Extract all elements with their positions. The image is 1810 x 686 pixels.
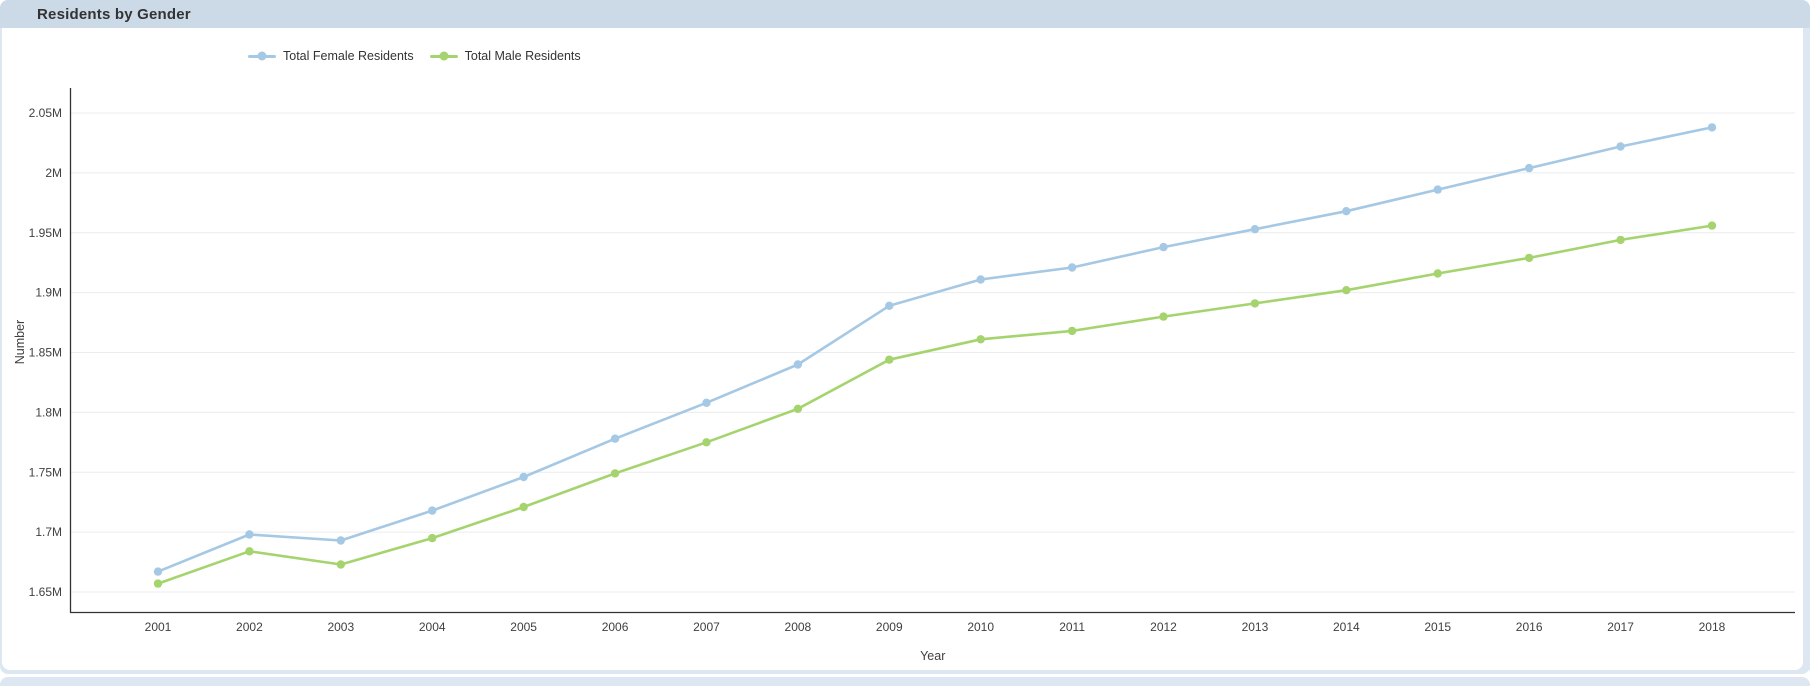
x-tick-label: 2003 (327, 620, 354, 634)
x-tick-label: 2004 (419, 620, 446, 634)
data-point[interactable] (1524, 163, 1534, 173)
legend-label-female: Total Female Residents (283, 49, 414, 63)
chart-legend: Total Female Residents Total Male Reside… (248, 43, 581, 69)
data-point[interactable] (428, 533, 437, 543)
legend-item-female[interactable]: Total Female Residents (248, 49, 414, 63)
data-point[interactable] (519, 502, 528, 512)
y-tick-label: 1.95M (29, 226, 62, 240)
data-point[interactable] (885, 355, 894, 364)
data-point[interactable] (1616, 235, 1625, 245)
x-tick-label: 2016 (1516, 620, 1543, 634)
data-point[interactable] (976, 275, 985, 284)
y-tick-label: 1.65M (29, 585, 62, 599)
x-tick-label: 2012 (1150, 620, 1177, 634)
data-point[interactable] (1707, 221, 1717, 230)
y-tick-label: 2M (45, 166, 62, 180)
data-point[interactable] (1433, 185, 1442, 194)
panel-title: Residents by Gender (37, 5, 191, 23)
data-point[interactable] (885, 301, 894, 310)
x-axis-title: Year (920, 649, 945, 663)
panel-header: Residents by Gender (0, 0, 1810, 28)
y-tick-label: 2.05M (29, 106, 62, 120)
y-tick-label: 1.7M (35, 525, 62, 539)
x-tick-label: 2009 (876, 620, 903, 634)
x-tick-label: 2006 (602, 620, 629, 634)
x-tick-label: 2005 (510, 620, 537, 634)
y-tick-label: 1.9M (35, 286, 62, 300)
y-tick-label: 1.85M (29, 346, 62, 360)
data-point[interactable] (153, 567, 163, 576)
data-point[interactable] (702, 438, 711, 447)
legend-label-male: Total Male Residents (464, 49, 581, 63)
data-point[interactable] (1524, 253, 1534, 263)
x-tick-label: 2013 (1242, 620, 1269, 634)
data-point[interactable] (1067, 263, 1077, 272)
data-point[interactable] (1250, 225, 1260, 234)
x-tick-label: 2011 (1059, 620, 1085, 634)
x-tick-label: 2015 (1424, 620, 1451, 634)
data-point[interactable] (336, 560, 346, 569)
y-axis-title: Number (13, 320, 27, 364)
vertical-scrollbar-track[interactable] (1803, 28, 1810, 670)
data-point[interactable] (793, 360, 803, 369)
data-point[interactable] (1159, 242, 1168, 252)
series-line (156, 126, 1714, 573)
x-tick-label: 2018 (1699, 620, 1726, 634)
data-point[interactable] (1433, 269, 1442, 278)
data-point[interactable] (336, 536, 346, 545)
data-point[interactable] (1250, 299, 1260, 308)
data-point[interactable] (153, 579, 163, 588)
series-line (156, 224, 1714, 585)
x-tick-label: 2001 (145, 620, 172, 634)
data-point[interactable] (519, 472, 528, 482)
x-tick-label: 2002 (236, 620, 263, 634)
x-tick-label: 2017 (1607, 620, 1634, 634)
data-point[interactable] (1067, 326, 1077, 336)
x-tick-label: 2010 (967, 620, 994, 634)
data-point[interactable] (1342, 286, 1351, 295)
x-tick-label: 2008 (785, 620, 812, 634)
y-tick-label: 1.8M (35, 405, 62, 419)
data-point[interactable] (1342, 207, 1351, 216)
y-tick-label: 1.75M (29, 465, 62, 479)
female-line-marker-icon (248, 51, 276, 61)
x-tick-label: 2014 (1333, 620, 1360, 634)
x-tick-label: 2007 (693, 620, 720, 634)
next-panel-top-edge (0, 677, 1810, 686)
data-point[interactable] (702, 398, 711, 407)
data-point[interactable] (976, 335, 985, 344)
data-point[interactable] (1616, 142, 1625, 151)
legend-item-male[interactable]: Total Male Residents (429, 49, 581, 63)
data-point[interactable] (245, 530, 254, 539)
data-point[interactable] (245, 547, 254, 556)
data-point[interactable] (1707, 123, 1717, 132)
data-point[interactable] (428, 506, 437, 515)
male-line-marker-icon (429, 51, 458, 61)
data-point[interactable] (793, 404, 803, 413)
data-point[interactable] (610, 469, 620, 478)
chart-body (2, 28, 1803, 670)
data-point[interactable] (610, 434, 620, 443)
data-point[interactable] (1159, 312, 1168, 321)
